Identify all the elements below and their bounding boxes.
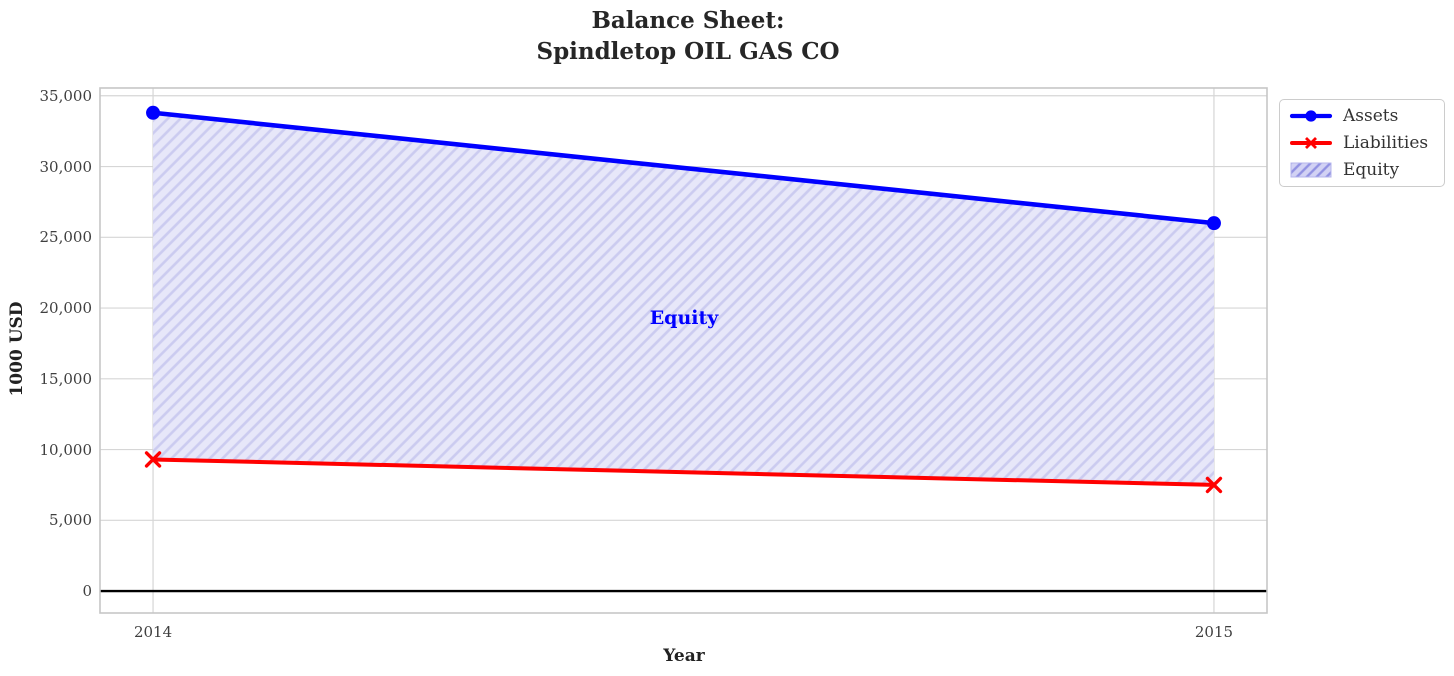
chart-title-line2: Spindletop OIL GAS CO <box>536 38 840 65</box>
chart-title: Balance Sheet: Spindletop OIL GAS CO <box>0 5 1376 67</box>
plot-border <box>99 87 1268 614</box>
x-axis-label: Year <box>663 646 705 666</box>
y-tick-label: 30,000 <box>39 157 93 176</box>
y-axis-label: 1000 USD <box>7 301 27 397</box>
liabilities-line-icon <box>1290 136 1332 149</box>
legend-label-equity: Equity <box>1343 159 1400 180</box>
equity-patch-icon <box>1290 162 1332 178</box>
y-tick-label: 20,000 <box>39 299 93 318</box>
legend: Assets Liabilities Equity <box>1279 99 1445 187</box>
x-tick-label: 2014 <box>133 623 173 641</box>
y-tick-label: 35,000 <box>39 86 93 105</box>
assets-line-icon <box>1289 110 1333 122</box>
data-series <box>144 105 1223 494</box>
equity-area <box>153 112 1214 485</box>
legend-item-equity: Equity <box>1289 160 1444 180</box>
legend-item-liabilities: Liabilities <box>1289 133 1444 153</box>
y-tick-label: 0 <box>82 582 92 601</box>
legend-item-assets: Assets <box>1289 106 1444 126</box>
y-tick-label: 5,000 <box>49 511 92 530</box>
equity-annotation: Equity <box>649 307 719 329</box>
legend-label-liabilities: Liabilities <box>1343 132 1429 153</box>
y-tick-label: 10,000 <box>39 440 93 459</box>
x-tick-label: 2015 <box>1194 623 1234 641</box>
legend-label-assets: Assets <box>1343 106 1399 127</box>
y-tick-label: 15,000 <box>39 369 93 388</box>
y-tick-label: 25,000 <box>39 228 93 247</box>
chart-title-line1: Balance Sheet: <box>591 7 785 34</box>
